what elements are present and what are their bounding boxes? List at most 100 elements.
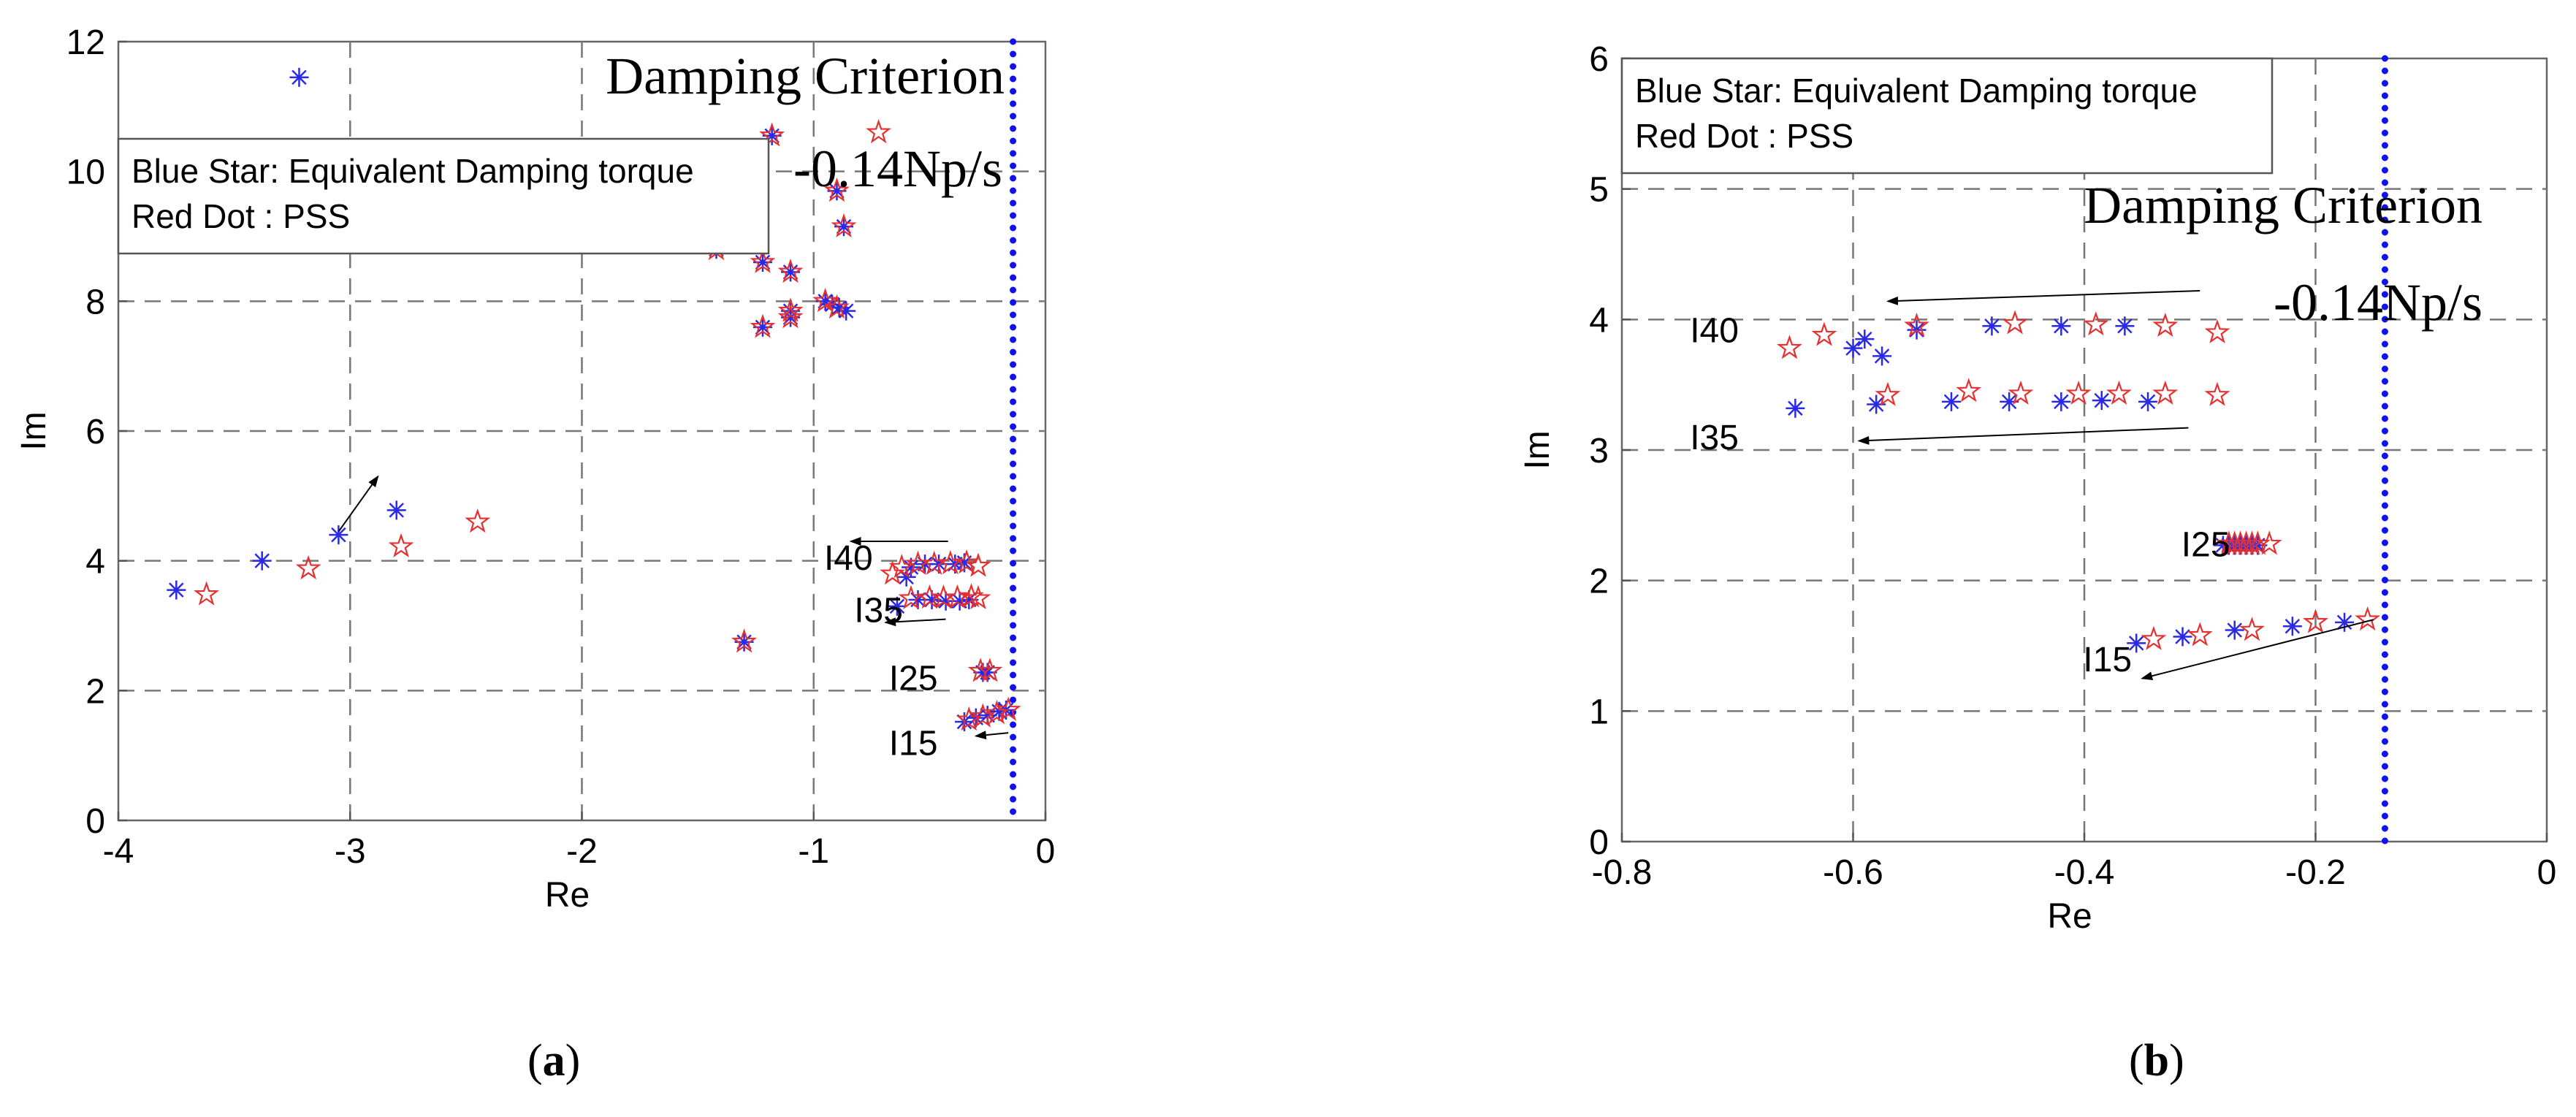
criterion-a-title: Damping Criterion (606, 47, 1005, 105)
y-tick-label: 6 (85, 413, 105, 451)
damping-torque-asterisk-point (2051, 392, 2071, 411)
damping-torque-asterisk-point (2092, 391, 2111, 411)
pss-star-point (2106, 380, 2132, 405)
damping-torque-asterisk-point (1867, 394, 1886, 414)
pss-star-point (1875, 381, 1901, 406)
panel-b: -0.8 -0.6 -0.4 -0.2 0 0 1 2 3 4 5 6 Re Im I40 I35 I25 I15… (1518, 40, 2556, 1086)
y-tick-label: 2 (1589, 563, 1609, 601)
x-tick-label: 0 (1036, 832, 1056, 871)
damping-torque-asterisk-point (2127, 633, 2146, 653)
x-axis-label: Re (545, 876, 590, 915)
pss-star-point (777, 259, 804, 283)
y-tick-label: 6 (1589, 40, 1609, 79)
damping-torque-asterisk-point (1855, 329, 1875, 349)
damping-torque-asterisk-point (2282, 617, 2302, 636)
group-label-i35: I35 (854, 591, 903, 630)
pss-star-point (777, 304, 804, 329)
y-tick-label: 4 (1589, 301, 1609, 340)
pss-star-point (2152, 312, 2179, 338)
y-axis-label: Im (1518, 430, 1557, 469)
pss-star-point (953, 549, 980, 574)
group-label-i35: I35 (1690, 419, 1739, 457)
group-label-i15: I15 (2083, 641, 2132, 679)
x-tick-label: -3 (335, 832, 366, 871)
group-label-i15: I15 (889, 724, 938, 763)
pss-star-point (2008, 380, 2034, 405)
group-label-i25: I25 (2181, 526, 2230, 565)
y-tick-label: 8 (85, 283, 105, 321)
caption-a: (a) (527, 1036, 580, 1086)
damping-torque-asterisk-point (2138, 392, 2158, 411)
criterion-b-value: -0.14Np/s (2274, 273, 2482, 332)
legend-b-item-red: Red Dot : PSS (1635, 117, 1853, 155)
damping-torque-asterisk-point (252, 551, 272, 571)
annotation-arrow (884, 617, 946, 627)
damping-torque-asterisk-point (1942, 392, 1962, 411)
pss-star-point (958, 583, 984, 608)
pss-star-point (2141, 625, 2167, 650)
legend-a: Blue Star: Equivalent Damping torque Red… (117, 137, 770, 255)
damping-torque-asterisk-point (2173, 627, 2192, 647)
criterion-b-title: Damping Criterion (2084, 176, 2482, 235)
pss-star-point (2083, 311, 2109, 336)
annotation-arrow (338, 475, 379, 533)
y-tick-label: 2 (85, 672, 105, 711)
plot-b-area: -0.8 -0.6 -0.4 -0.2 0 0 1 2 3 4 5 6 Re Im I40 I35 I25 I15 (1518, 40, 2556, 936)
group-label-i25: I25 (889, 660, 938, 698)
x-tick-label: -0.4 (2054, 853, 2115, 892)
damping-torque-asterisk-point (1982, 316, 2002, 336)
annotation-arrow (2141, 619, 2374, 681)
pss-star-point (1904, 312, 1930, 338)
legend-b-item-blue: Blue Star: Equivalent Damping torque (1635, 72, 2198, 110)
damping-torque-asterisk-point (887, 596, 907, 616)
y-axis-label: Im (15, 411, 53, 450)
damping-torque-asterisk-point (1786, 398, 1805, 418)
caption-b: (b) (2129, 1036, 2184, 1086)
x-tick-label: -0.8 (1592, 853, 1653, 892)
plot-a-area: -4 -3 -2 -1 0 0 2 4 6 8 10 12 Re Im I40 I35 I25 I15 (15, 23, 1055, 915)
legend-b: Blue Star: Equivalent Damping torque Red… (1620, 57, 2274, 175)
damping-torque-asterisk-point (167, 580, 186, 600)
caption-b-letter: b (2144, 1036, 2169, 1086)
pss-star-point (2204, 381, 2230, 406)
pss-star-point (777, 297, 804, 322)
legend-a-item-red: Red Dot : PSS (132, 197, 350, 235)
pss-star-point (2238, 617, 2265, 641)
pss-star-point (965, 584, 991, 609)
x-tick-label: 0 (2537, 853, 2557, 892)
y-tick-label: 0 (85, 802, 105, 841)
pss-star-point (2065, 380, 2092, 405)
pss-star-point (977, 657, 1003, 682)
pss-star-point (750, 248, 776, 273)
pss-star-point (866, 119, 891, 144)
group-label-i40: I40 (824, 539, 873, 578)
legend-a-item-blue: Blue Star: Equivalent Damping torque (132, 152, 694, 190)
pss-star-point (2152, 380, 2179, 405)
pss-star-point (759, 122, 785, 147)
damping-torque-asterisk-point (2115, 316, 2135, 336)
pss-star-point (983, 700, 1010, 725)
y-tick-label: 4 (85, 543, 105, 582)
caption-a-letter: a (543, 1036, 565, 1086)
pss-star-point (194, 581, 219, 606)
pss-star-point (995, 696, 1021, 721)
x-tick-label: -0.6 (1823, 853, 1883, 892)
pss-star-point (2002, 310, 2028, 335)
pss-star-point (750, 313, 776, 338)
x-tick-label: -0.2 (2285, 853, 2346, 892)
pss-star-point (888, 554, 915, 579)
pss-star-point (967, 657, 994, 682)
pss-star-point (731, 628, 757, 653)
pss-star-point (1811, 321, 1837, 346)
pss-star-point (823, 177, 850, 202)
damping-torque-asterisk-point (2000, 392, 2019, 411)
y-tick-label: 1 (1589, 693, 1609, 731)
y-tick-label: 5 (1589, 171, 1609, 210)
annotation-arrow (1857, 427, 2189, 445)
y-tick-label: 12 (66, 23, 105, 62)
annotation-arrow (1886, 290, 2200, 305)
y-tick-label: 10 (66, 153, 105, 192)
pss-star-point (465, 508, 491, 533)
y-tick-label: 3 (1589, 432, 1609, 470)
